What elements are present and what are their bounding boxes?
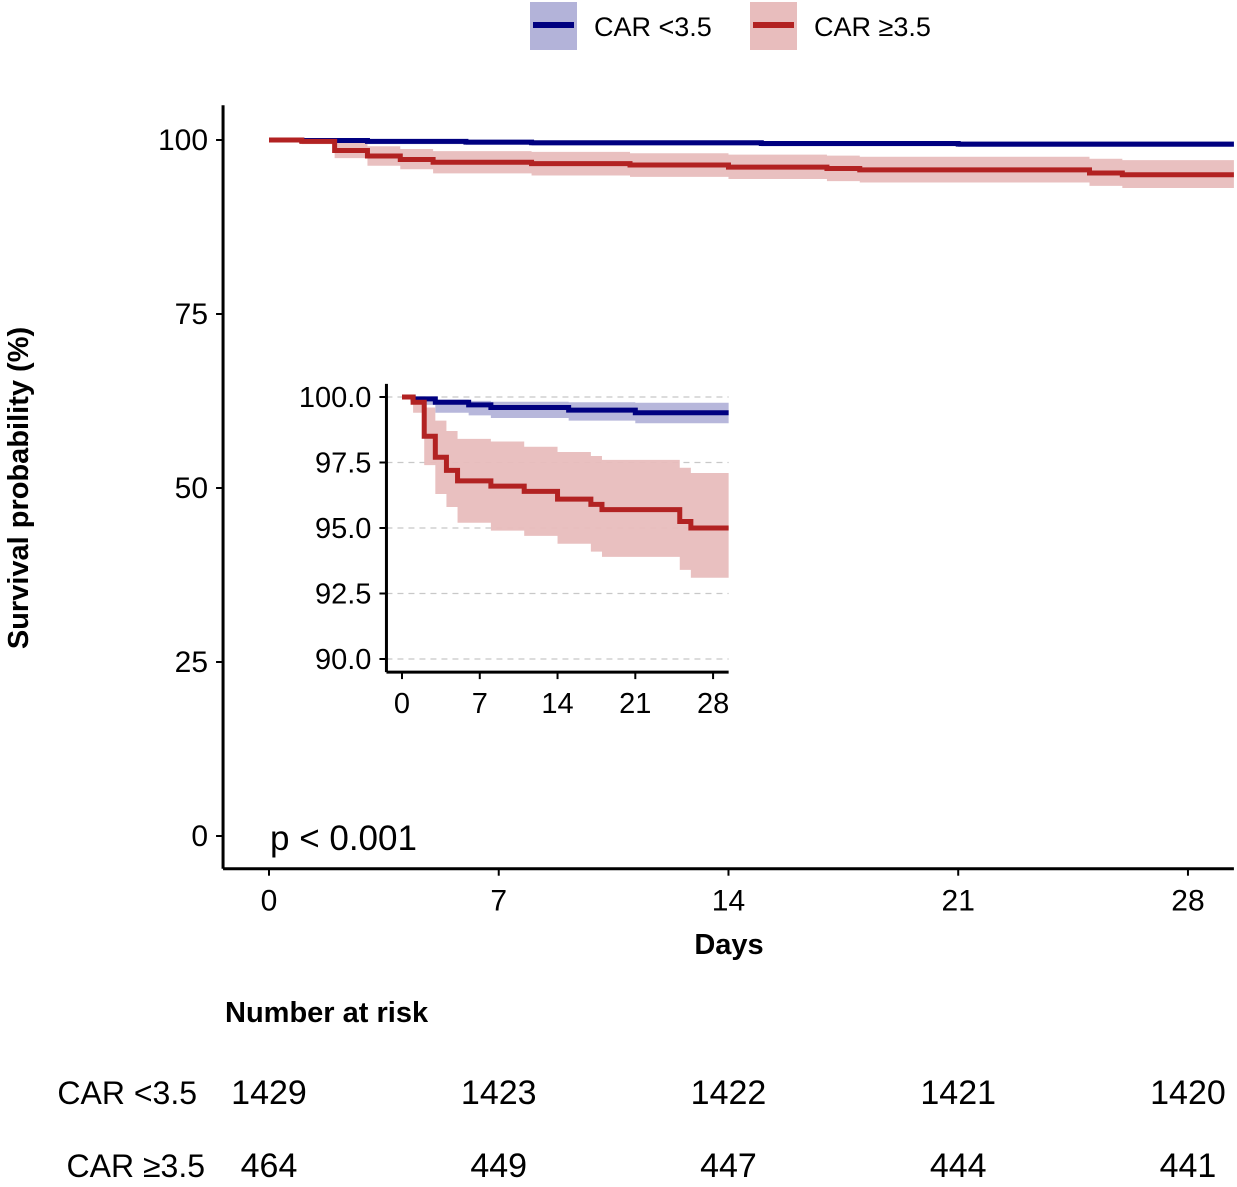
y-axis-title: Survival probability (%) <box>3 327 35 649</box>
inset-x-tick-label-0: 0 <box>394 688 410 720</box>
risk-value-0-1: 1423 <box>461 1074 537 1112</box>
risk-table: Number at risk CAR <3.5 1429 1423 1422 1421 1… <box>57 997 1226 1185</box>
inset-y-tick-label-2: 95.0 <box>315 513 371 545</box>
risk-row-label-1: CAR ≥3.5 <box>67 1148 206 1182</box>
main-survival-curve-0 <box>269 137 1234 147</box>
main-x-tick-label-0: 0 <box>261 885 278 918</box>
risk-table-title: Number at risk <box>225 997 429 1029</box>
inset-survival-curve-0 <box>402 394 729 416</box>
inset-y-tick-label-1: 92.5 <box>315 579 371 611</box>
risk-value-1-3: 444 <box>930 1147 987 1182</box>
main-ci-band-1 <box>269 140 1234 189</box>
risk-value-0-0: 1429 <box>231 1074 307 1112</box>
inset-y-tick-label-3: 97.5 <box>315 448 371 480</box>
inset-ci-band-1 <box>402 397 729 578</box>
risk-value-1-0: 464 <box>241 1147 298 1182</box>
risk-value-1-1: 449 <box>470 1147 527 1182</box>
inset-x-tick-label-3: 21 <box>619 688 651 720</box>
risk-value-1-2: 447 <box>700 1147 757 1182</box>
main-y-tick-label-4: 100 <box>158 124 208 157</box>
main-x-tick-label-1: 7 <box>490 885 507 918</box>
inset-x-tick-label-2: 14 <box>541 688 573 720</box>
main-y-tick-label-2: 50 <box>175 472 208 505</box>
risk-row-label-0: CAR <3.5 <box>57 1075 197 1111</box>
legend-label-1: CAR ≥3.5 <box>814 12 931 42</box>
main-x-tick-label-3: 21 <box>942 885 975 918</box>
inset-y-tick-label-4: 100.0 <box>299 382 372 414</box>
main-x-tick-label-2: 14 <box>712 885 745 918</box>
inset-x-tick-label-4: 28 <box>697 688 729 720</box>
risk-value-0-2: 1422 <box>691 1074 767 1112</box>
main-survival-curve-1 <box>269 137 1234 178</box>
main-y-tick-label-3: 75 <box>175 298 208 331</box>
inset-y-tick-label-0: 90.0 <box>315 644 371 676</box>
main-y-tick-label-1: 25 <box>175 646 208 679</box>
inset-plot: 0 7 14 21 28 90.0 92.5 95.0 97.5 100.0 <box>299 382 729 720</box>
main-y-tick-label-0: 0 <box>191 820 208 853</box>
legend-label-0: CAR <3.5 <box>594 12 712 42</box>
legend: CAR <3.5 CAR ≥3.5 <box>530 2 931 50</box>
risk-value-0-3: 1421 <box>920 1074 996 1112</box>
inset-survival-curve-1 <box>402 394 729 531</box>
risk-value-1-4: 441 <box>1160 1147 1217 1182</box>
risk-value-0-4: 1420 <box>1150 1074 1226 1112</box>
inset-x-tick-label-1: 7 <box>472 688 488 720</box>
p-value: p < 0.001 <box>270 819 417 858</box>
main-plot: 0 7 14 21 28 0 25 50 75 100 <box>158 105 1234 918</box>
main-x-tick-label-4: 28 <box>1171 885 1204 918</box>
x-axis-title: Days <box>694 929 763 961</box>
